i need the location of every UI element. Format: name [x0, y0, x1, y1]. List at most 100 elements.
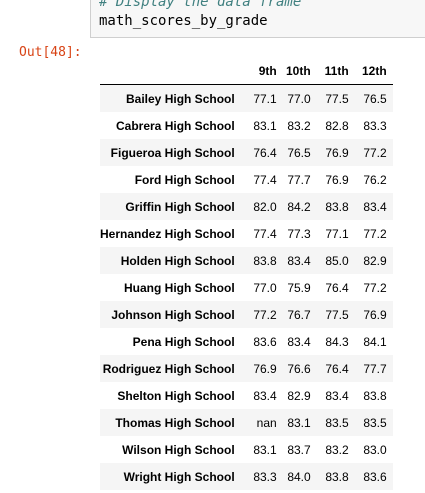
- school-name: Cabrera High School: [116, 118, 235, 133]
- score-cell: 83.8: [325, 469, 349, 484]
- output-prompt: Out[48]:: [19, 45, 82, 60]
- table-row: Figueroa High School 76.4 76.5 76.9 77.2: [100, 139, 393, 166]
- table-row: Rodriguez High School 76.9 76.6 76.4 77.…: [100, 355, 393, 382]
- score-cell: 76.6: [287, 361, 311, 376]
- table-row: Wright High School 83.3 84.0 83.8 83.6: [100, 463, 393, 490]
- score-cell: 76.4: [325, 280, 349, 295]
- score-cell: 77.4: [253, 172, 277, 187]
- table-row: Huang High School 77.0 75.9 76.4 77.2: [100, 274, 393, 301]
- score-cell: 77.2: [363, 280, 387, 295]
- code-input-cell[interactable]: # Display the data frame math_scores_by_…: [90, 0, 425, 38]
- score-cell: 77.1: [253, 91, 277, 106]
- score-cell: 77.7: [363, 361, 387, 376]
- score-cell: 76.7: [287, 307, 311, 322]
- score-cell: 83.1: [287, 415, 311, 430]
- score-cell: 77.5: [325, 91, 349, 106]
- score-cell: 83.4: [363, 199, 387, 214]
- score-cell: 83.5: [325, 415, 349, 430]
- school-name: Shelton High School: [117, 388, 235, 403]
- table-row: Thomas High School nan 83.1 83.5 83.5: [100, 409, 393, 436]
- score-cell: 83.8: [253, 253, 277, 268]
- score-cell: 83.3: [363, 118, 387, 133]
- table-row: Johnson High School 77.2 76.7 77.5 76.9: [100, 301, 393, 328]
- school-name: Rodriguez High School: [102, 361, 235, 376]
- school-name: Thomas High School: [115, 415, 235, 430]
- score-cell: 83.3: [253, 469, 277, 484]
- school-name: Pena High School: [132, 334, 235, 349]
- score-cell: 75.9: [287, 280, 311, 295]
- score-cell: 84.3: [325, 334, 349, 349]
- score-cell: 76.5: [287, 145, 311, 160]
- table-row: Holden High School 83.8 83.4 85.0 82.9: [100, 247, 393, 274]
- school-name: Hernandez High School: [100, 226, 235, 241]
- score-cell: 84.0: [287, 469, 311, 484]
- score-cell: 82.9: [363, 253, 387, 268]
- school-name: Figueroa High School: [110, 145, 235, 160]
- school-name: Holden High School: [120, 253, 235, 268]
- score-cell: 77.0: [253, 280, 277, 295]
- score-cell: 83.6: [363, 469, 387, 484]
- school-name: Wright High School: [123, 469, 235, 484]
- table-row: Hernandez High School 77.4 77.3 77.1 77.…: [100, 220, 393, 247]
- score-cell: 76.2: [363, 172, 387, 187]
- score-cell: 76.9: [325, 145, 349, 160]
- score-cell: 76.4: [253, 145, 277, 160]
- table-header-row: 9th 10th 11th 12th: [100, 57, 393, 85]
- score-cell: 83.1: [253, 118, 277, 133]
- column-header-11th: 11th: [310, 57, 349, 85]
- score-cell: 77.3: [287, 226, 311, 241]
- score-cell: 84.2: [287, 199, 311, 214]
- score-cell: 76.9: [363, 307, 387, 322]
- score-cell: 83.6: [253, 334, 277, 349]
- score-cell: 83.8: [363, 388, 387, 403]
- column-header-12th: 12th: [348, 57, 393, 85]
- score-cell: 83.4: [287, 253, 311, 268]
- score-cell: 82.0: [253, 199, 277, 214]
- score-cell: 83.4: [253, 388, 277, 403]
- score-cell: 77.2: [363, 226, 387, 241]
- score-cell: 82.9: [287, 388, 311, 403]
- table-row: Wilson High School 83.1 83.7 83.2 83.0: [100, 436, 393, 463]
- score-cell: 83.2: [325, 442, 349, 457]
- school-name: Bailey High School: [126, 91, 235, 106]
- table-row: Griffin High School 82.0 84.2 83.8 83.4: [100, 193, 393, 220]
- score-cell: 83.8: [325, 199, 349, 214]
- score-cell: 77.4: [253, 226, 277, 241]
- code-expression: math_scores_by_grade: [99, 13, 268, 29]
- score-cell: 77.2: [363, 145, 387, 160]
- table-row: Pena High School 83.6 83.4 84.3 84.1: [100, 328, 393, 355]
- score-cell: 84.1: [363, 334, 387, 349]
- school-name: Huang High School: [124, 280, 235, 295]
- score-cell: nan: [256, 415, 277, 430]
- score-cell: 77.2: [253, 307, 277, 322]
- table-row: Shelton High School 83.4 82.9 83.4 83.8: [100, 382, 393, 409]
- score-cell: 83.7: [287, 442, 311, 457]
- school-name: Wilson High School: [122, 442, 235, 457]
- score-cell: 77.5: [325, 307, 349, 322]
- score-cell: 76.4: [325, 361, 349, 376]
- score-cell: 83.5: [363, 415, 387, 430]
- score-cell: 83.4: [325, 388, 349, 403]
- table-row: Cabrera High School 83.1 83.2 82.8 83.3: [100, 112, 393, 139]
- score-cell: 77.7: [287, 172, 311, 187]
- table-row: Ford High School 77.4 77.7 76.9 76.2: [100, 166, 393, 193]
- code-comment: # Display the data frame: [99, 0, 302, 10]
- table-row: Bailey High School 77.1 77.0 77.5 76.5: [100, 84, 393, 112]
- school-name: Ford High School: [134, 172, 235, 187]
- index-header: [100, 57, 241, 85]
- score-cell: 77.1: [325, 226, 349, 241]
- school-name: Johnson High School: [111, 307, 235, 322]
- dataframe-table: 9th 10th 11th 12th Bailey High School 77…: [100, 57, 393, 490]
- score-cell: 83.2: [287, 118, 311, 133]
- score-cell: 83.0: [363, 442, 387, 457]
- school-name: Griffin High School: [125, 199, 235, 214]
- score-cell: 77.0: [287, 91, 311, 106]
- score-cell: 85.0: [325, 253, 349, 268]
- score-cell: 83.4: [287, 334, 311, 349]
- score-cell: 82.8: [325, 118, 349, 133]
- score-cell: 83.1: [253, 442, 277, 457]
- score-cell: 76.5: [363, 91, 387, 106]
- column-header-9th: 9th: [240, 57, 277, 85]
- score-cell: 76.9: [325, 172, 349, 187]
- score-cell: 76.9: [253, 361, 277, 376]
